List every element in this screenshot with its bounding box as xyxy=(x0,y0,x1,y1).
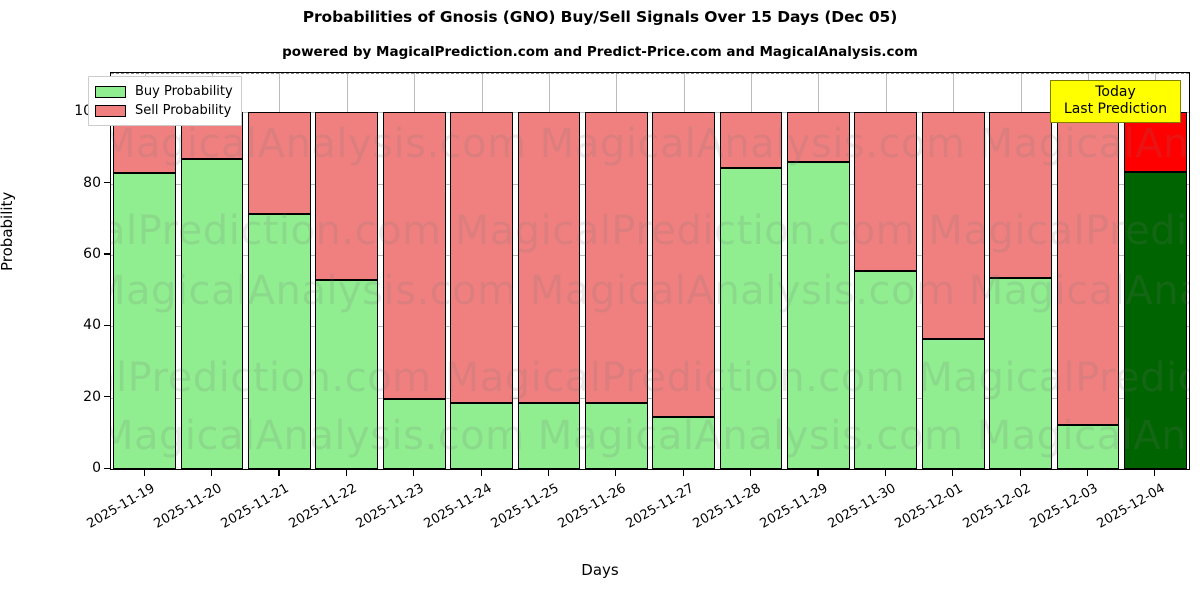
bar-group[interactable] xyxy=(248,73,311,469)
bar-group[interactable] xyxy=(382,73,446,469)
bar-segment-buy[interactable] xyxy=(652,416,715,469)
bar-segment-sell[interactable] xyxy=(517,112,581,403)
bar-segment-sell[interactable] xyxy=(921,112,985,340)
bar-segment-sell[interactable] xyxy=(652,112,715,417)
bar-group[interactable] xyxy=(719,73,783,469)
y-axis-tick-label: 40 xyxy=(83,317,101,334)
bar-group[interactable] xyxy=(921,73,985,469)
x-axis-tick-mark xyxy=(750,470,752,476)
bar-segment-buy[interactable] xyxy=(113,172,176,469)
x-axis-tick-mark xyxy=(1154,470,1156,476)
bar-group[interactable] xyxy=(652,73,715,469)
today-annotation-box: Today Last Prediction xyxy=(1050,80,1181,124)
bar-group[interactable] xyxy=(989,73,1052,469)
gridline-horizontal xyxy=(111,397,1189,399)
x-axis-tick-mark xyxy=(1019,470,1021,476)
x-axis-tick-mark xyxy=(480,470,482,476)
y-axis-tick-label: 80 xyxy=(83,174,101,191)
legend-swatch-sell xyxy=(95,104,126,117)
gridline-horizontal xyxy=(111,254,1189,256)
x-axis-tick-mark xyxy=(682,470,684,476)
bar-group[interactable] xyxy=(450,73,513,469)
gridline-horizontal xyxy=(111,183,1189,185)
bar-segment-sell[interactable] xyxy=(315,112,379,280)
x-axis-tick-mark xyxy=(817,470,819,476)
legend-item-buy: Buy Probability xyxy=(95,82,233,101)
bar-group[interactable] xyxy=(315,73,379,469)
x-axis-tick-mark xyxy=(884,470,886,476)
bar-segment-buy[interactable] xyxy=(180,158,244,469)
chart-legend: Buy Probability Sell Probability xyxy=(88,76,242,126)
y-axis-tick-mark xyxy=(104,253,110,255)
x-axis-tick-mark xyxy=(1086,470,1089,476)
legend-label-buy: Buy Probability xyxy=(135,84,233,99)
legend-swatch-buy xyxy=(95,85,126,98)
legend-item-sell: Sell Probability xyxy=(95,101,233,120)
today-annotation-line1: Today xyxy=(1095,84,1136,100)
bar-segment-buy[interactable] xyxy=(989,278,1052,469)
bar-segment-buy[interactable] xyxy=(315,279,379,469)
bar-segment-buy[interactable] xyxy=(248,214,311,469)
bar-segment-buy[interactable] xyxy=(787,162,850,469)
bar-segment-sell[interactable] xyxy=(719,112,783,168)
bar-segment-buy[interactable] xyxy=(719,167,783,469)
x-axis-tick-mark xyxy=(143,470,145,476)
y-axis-tick-label: 0 xyxy=(92,460,101,476)
y-axis-tick-label: 60 xyxy=(83,245,101,262)
bar-segment-buy[interactable] xyxy=(1123,172,1187,469)
bar-group[interactable] xyxy=(1056,73,1120,469)
bar-segment-sell[interactable] xyxy=(787,112,850,163)
x-axis-tick-mark xyxy=(278,470,280,476)
x-axis-tick-mark xyxy=(345,470,347,476)
x-axis-tick-mark xyxy=(413,470,415,476)
threshold-dashed-line xyxy=(111,73,1189,74)
bar-group[interactable] xyxy=(113,73,176,469)
bar-segment-sell[interactable] xyxy=(248,112,311,215)
bar-segment-buy[interactable] xyxy=(382,399,446,469)
gridline-horizontal xyxy=(111,112,1189,114)
y-axis-tick-mark xyxy=(104,396,110,398)
y-axis-tick-mark xyxy=(104,467,110,469)
bar-group[interactable] xyxy=(1123,73,1187,469)
y-axis-tick-label: 20 xyxy=(83,388,101,405)
bar-segment-buy[interactable] xyxy=(1056,425,1120,469)
bar-segment-buy[interactable] xyxy=(450,402,513,469)
bar-segment-sell[interactable] xyxy=(450,112,513,403)
bar-group[interactable] xyxy=(584,73,648,469)
y-axis-label: Probability xyxy=(0,191,16,271)
x-axis-tick-mark xyxy=(211,470,213,476)
bar-segment-buy[interactable] xyxy=(584,402,648,469)
chart-title: Probabilities of Gnosis (GNO) Buy/Sell S… xyxy=(302,8,898,26)
bar-group[interactable] xyxy=(787,73,850,469)
gridline-horizontal xyxy=(111,326,1189,328)
today-annotation-line2: Last Prediction xyxy=(1063,101,1168,118)
bar-group[interactable] xyxy=(517,73,581,469)
legend-label-sell: Sell Probability xyxy=(135,103,232,118)
bar-segment-sell[interactable] xyxy=(989,112,1052,279)
y-axis-tick-mark xyxy=(104,324,110,326)
x-axis-label: Days xyxy=(581,561,619,579)
bar-segment-buy[interactable] xyxy=(517,402,581,469)
chart-subtitle: powered by MagicalPrediction.com and Pre… xyxy=(282,44,918,60)
bar-segment-buy[interactable] xyxy=(854,271,918,469)
bar-segment-buy[interactable] xyxy=(921,339,985,469)
bar-group[interactable] xyxy=(854,73,918,469)
bar-group[interactable] xyxy=(180,73,244,469)
bars-layer xyxy=(111,73,1189,469)
x-axis-tick-mark xyxy=(547,470,550,476)
x-axis-tick-mark xyxy=(952,470,954,476)
y-axis-tick-mark xyxy=(104,182,110,184)
x-axis-tick-mark xyxy=(615,470,617,476)
bar-segment-sell[interactable] xyxy=(584,112,648,403)
bar-segment-sell[interactable] xyxy=(1056,112,1120,426)
plot-area: MagicalAnalysis.com MagicalAnalysis.com … xyxy=(110,72,1190,470)
bar-segment-sell[interactable] xyxy=(854,112,918,271)
bar-segment-sell[interactable] xyxy=(382,112,446,400)
